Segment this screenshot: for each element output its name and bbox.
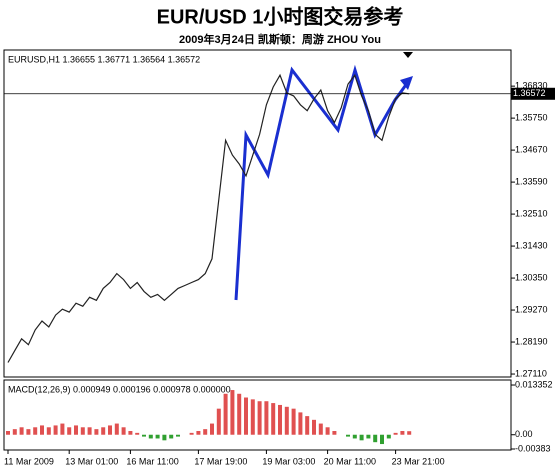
macd-bar — [87, 427, 92, 435]
macd-bar — [46, 427, 51, 435]
macd-bar — [325, 427, 330, 435]
shift-marker — [403, 52, 413, 58]
macd-bar — [352, 434, 357, 439]
y-tick-label: 1.27110 — [515, 368, 547, 378]
macd-bar — [230, 390, 235, 435]
y-tick-label: 1.36830 — [515, 81, 548, 91]
macd-bar — [128, 431, 133, 435]
y-tick-label: 1.29270 — [515, 304, 548, 314]
y-tick-label: 1.34670 — [515, 144, 548, 154]
macd-bar — [346, 434, 350, 437]
macd-bar — [312, 419, 316, 435]
macd-bar — [271, 403, 276, 435]
price-marker-box — [511, 87, 555, 100]
macd-bar — [400, 431, 405, 435]
macd-bar — [19, 427, 24, 435]
trend-annotation — [234, 64, 410, 301]
macd-bar — [216, 408, 221, 435]
macd-bar — [407, 431, 412, 435]
price-panel — [3, 49, 512, 378]
macd-header: MACD(12,26,9) 0.000949 0.000196 0.000978… — [8, 384, 231, 394]
macd-bar — [298, 412, 303, 435]
macd-bar — [176, 434, 180, 437]
macd-bar — [101, 427, 106, 435]
macd-bar — [366, 434, 371, 439]
macd-bar — [284, 406, 289, 435]
macd-bar — [148, 434, 153, 439]
y-tick-label: 1.33590 — [515, 176, 548, 186]
macd-bar — [210, 423, 214, 435]
x-tick-label: 19 Mar 03:00 — [262, 456, 315, 466]
price-line — [7, 73, 410, 363]
y-tick-label: 1.28190 — [515, 336, 548, 346]
price-marker-label: 1.36572 — [513, 88, 546, 98]
macd-bar — [12, 429, 17, 435]
y-tick-label: 1.31430 — [515, 240, 548, 250]
macd-bar — [380, 434, 384, 445]
macd-bar — [237, 393, 242, 435]
macd-bar — [80, 427, 85, 435]
macd-bar — [189, 432, 194, 435]
macd-bar — [318, 423, 323, 435]
y-tick-label: 0.013352 — [515, 379, 553, 389]
macd-bar — [196, 431, 201, 435]
chart-subtitle: 2009年3月24日 凯斯顿：周游 ZHOU You — [179, 32, 381, 46]
chart-title: EUR/USD 1小时图交易参考 — [157, 4, 404, 28]
macd-bar — [373, 434, 378, 443]
macd-panel — [3, 379, 512, 451]
macd-bar — [6, 431, 10, 435]
macd-bar — [135, 432, 140, 435]
macd-bar — [26, 429, 31, 435]
macd-bar — [40, 425, 44, 435]
macd-bar — [291, 408, 296, 435]
macd-bar — [155, 434, 160, 439]
macd-bar — [203, 429, 208, 435]
macd-bar — [332, 431, 337, 435]
x-tick-label: 23 Mar 21:00 — [392, 456, 445, 466]
x-tick-label: 11 Mar 2009 — [4, 456, 54, 466]
macd-bar — [53, 425, 58, 435]
x-tick-label: 20 Mar 11:00 — [324, 456, 376, 466]
macd-bar — [74, 425, 78, 435]
macd-bar — [386, 434, 391, 439]
y-tick-label: 1.32510 — [515, 208, 548, 218]
macd-bar — [142, 434, 146, 437]
macd-bar — [223, 393, 228, 435]
macd-bar — [108, 425, 112, 435]
macd-bar — [264, 401, 269, 435]
macd-bar — [121, 427, 126, 435]
macd-bar — [305, 416, 310, 435]
y-tick-label: 0.00 — [515, 429, 533, 439]
x-tick-label: 13 Mar 01:00 — [65, 456, 118, 466]
macd-bar — [60, 423, 65, 435]
macd-bar — [169, 434, 174, 439]
y-tick-label: 1.35750 — [515, 113, 548, 123]
macd-bar — [244, 397, 248, 435]
macd-bar — [278, 404, 282, 435]
y-tick-label: -0.00383 — [515, 443, 551, 453]
y-tick-label: 1.30350 — [515, 272, 548, 282]
macd-bar — [257, 401, 262, 435]
macd-bar — [114, 423, 119, 435]
macd-bar — [359, 434, 364, 441]
macd-bar — [94, 429, 99, 435]
x-tick-label: 17 Mar 19:00 — [194, 456, 247, 466]
macd-bar — [393, 432, 398, 435]
macd-bar — [67, 427, 72, 435]
macd-bar — [33, 427, 38, 435]
macd-bar — [250, 399, 255, 435]
symbol-header: EURUSD,H1 1.36655 1.36771 1.36564 1.3657… — [8, 54, 200, 64]
arrow-head — [400, 76, 413, 90]
x-tick-label: 16 Mar 11:00 — [126, 456, 178, 466]
macd-bar — [162, 434, 167, 441]
